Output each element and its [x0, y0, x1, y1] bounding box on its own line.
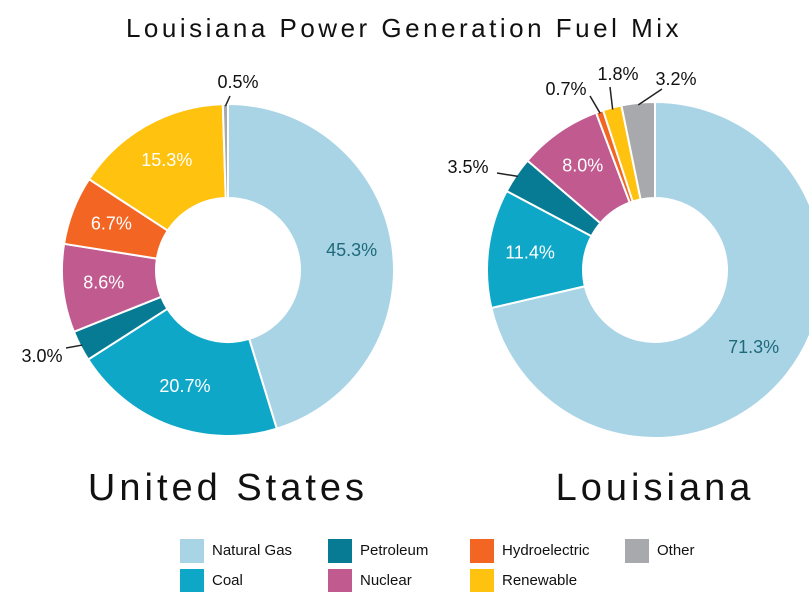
- data-label: 3.0%: [21, 346, 62, 366]
- leader-line: [637, 88, 663, 106]
- data-label: 11.4%: [505, 242, 555, 262]
- data-label: 6.7%: [91, 214, 132, 234]
- legend-swatch: [180, 539, 204, 563]
- chart-title: Louisiana: [556, 467, 755, 509]
- data-label: 71.3%: [728, 337, 779, 357]
- leader-line: [609, 86, 614, 110]
- legend-label: Coal: [212, 572, 243, 589]
- leader-line: [65, 344, 83, 349]
- data-label: 3.2%: [655, 69, 696, 89]
- chart-title: United States: [88, 467, 368, 509]
- legend-swatch: [328, 539, 352, 563]
- data-label: 0.7%: [545, 79, 586, 99]
- legend-label: Nuclear: [360, 572, 412, 589]
- data-label: 1.8%: [597, 64, 638, 84]
- data-label: 8.6%: [83, 273, 124, 293]
- donut-slice: [86, 307, 279, 437]
- legend-swatch: [625, 539, 649, 563]
- legend-swatch: [470, 569, 494, 592]
- data-label: 20.7%: [159, 376, 210, 396]
- donut-slice: [490, 100, 809, 439]
- legend-label: Petroleum: [360, 542, 428, 559]
- legend-swatch: [180, 569, 204, 592]
- leader-line: [224, 95, 231, 107]
- legend-swatch: [470, 539, 494, 563]
- legend-label: Other: [657, 542, 695, 559]
- legend-swatch: [328, 569, 352, 592]
- data-label: 8.0%: [562, 155, 603, 175]
- legend-label: Renewable: [502, 572, 577, 589]
- legend-label: Hydroelectric: [502, 542, 590, 559]
- leader-line: [589, 95, 601, 114]
- data-label: 45.3%: [326, 240, 377, 260]
- data-label: 0.5%: [217, 72, 258, 92]
- main-title: Louisiana Power Generation Fuel Mix: [126, 13, 682, 43]
- data-label: 15.3%: [141, 150, 192, 170]
- data-label: 3.5%: [447, 157, 488, 177]
- legend-label: Natural Gas: [212, 542, 292, 559]
- donut-slice: [227, 102, 395, 430]
- donut-slice: [620, 100, 656, 201]
- leader-line: [496, 172, 519, 178]
- donut-slice: [87, 103, 227, 232]
- donut-slice: [221, 102, 229, 200]
